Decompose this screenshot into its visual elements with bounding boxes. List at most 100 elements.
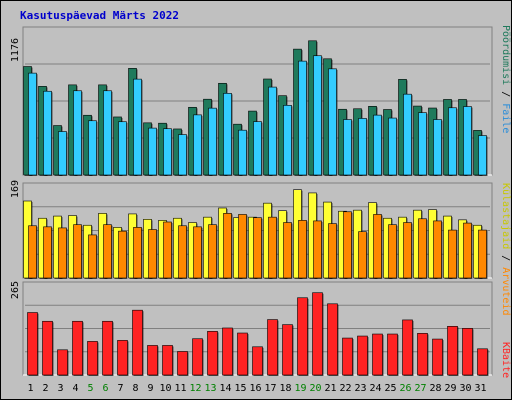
bar-faile-8 (133, 78, 142, 176)
bar-faile-17 (268, 86, 277, 176)
bar-arvuteid-24 (373, 214, 382, 279)
bar-faile-16 (253, 121, 262, 176)
hits-label: Külastajaid (500, 183, 511, 249)
x-tick-label-5: 5 (87, 383, 93, 394)
x-tick-label-31: 31 (474, 383, 486, 394)
bar-kbaite-9 (147, 345, 158, 376)
bar-kbaite-15 (237, 332, 248, 376)
bar-kbaite-18 (282, 324, 293, 376)
bar-faile-30 (463, 106, 472, 176)
x-tick-label-11: 11 (174, 383, 186, 394)
bar-faile-26 (403, 93, 412, 176)
bar-faile-29 (448, 107, 457, 176)
bar-arvuteid-29 (448, 229, 457, 279)
bar-kbaite-8 (132, 309, 143, 376)
bar-faile-6 (103, 90, 112, 176)
bar-kbaite-19 (297, 297, 308, 376)
bar-faile-28 (433, 119, 442, 176)
x-tick-label-30: 30 (459, 383, 471, 394)
bar-kbaite-4 (72, 320, 83, 376)
x-tick-label-3: 3 (57, 383, 63, 394)
right-label-bottom: KBaite (500, 342, 511, 378)
bar-arvuteid-25 (388, 224, 397, 279)
bar-faile-9 (148, 127, 157, 176)
x-tick-label-28: 28 (429, 383, 441, 394)
x-tick-label-29: 29 (444, 383, 456, 394)
right-label-middle: Külastajaid / Arvuteid (500, 183, 511, 315)
x-axis-labels: 1 2 3 4 5 6 7 8 9 10 11 12 13 14 15 16 17 18 19 20 21 22 23 24 2… (27, 383, 486, 394)
bar-kbaite-14 (222, 327, 233, 376)
bar-arvuteid-28 (433, 220, 442, 279)
bar-kbaite-20 (312, 292, 323, 376)
x-tick-label-2: 2 (42, 383, 48, 394)
bar-arvuteid-11 (178, 225, 187, 279)
bar-arvuteid-5 (88, 234, 97, 279)
bar-arvuteid-4 (73, 224, 82, 279)
bar-kbaite-6 (102, 320, 113, 376)
x-tick-label-14: 14 (219, 383, 231, 394)
separator-2: / (500, 249, 511, 267)
x-tick-label-19: 19 (294, 383, 306, 394)
bar-kbaite-10 (162, 345, 173, 376)
bar-arvuteid-14 (223, 213, 232, 279)
bar-faile-12 (193, 114, 202, 176)
bar-faile-13 (208, 107, 217, 176)
bar-arvuteid-7 (118, 230, 127, 279)
bar-arvuteid-15 (238, 214, 247, 279)
x-tick-label-15: 15 (234, 383, 246, 394)
bar-faile-2 (43, 90, 52, 176)
bar-kbaite-13 (207, 331, 218, 376)
bar-arvuteid-22 (343, 211, 352, 279)
x-tick-label-12: 12 (189, 383, 201, 394)
bar-kbaite-24 (372, 333, 383, 376)
x-tick-label-6: 6 (102, 383, 108, 394)
x-tick-label-20: 20 (309, 383, 321, 394)
x-tick-label-10: 10 (159, 383, 171, 394)
bar-faile-4 (73, 90, 82, 176)
visits-label: Arvuteid (500, 267, 511, 315)
bar-kbaite-17 (267, 319, 278, 376)
x-tick-label-24: 24 (369, 383, 381, 394)
bar-arvuteid-10 (163, 221, 172, 279)
bar-faile-31 (478, 135, 487, 176)
bar-faile-14 (223, 93, 232, 176)
bar-kbaite-2 (42, 320, 53, 376)
bar-faile-5 (88, 120, 97, 176)
bar-kbaite-31 (477, 348, 488, 376)
bar-kbaite-5 (87, 341, 98, 376)
bar-kbaite-7 (117, 340, 128, 376)
bar-arvuteid-16 (253, 217, 262, 279)
bars-group (23, 40, 489, 376)
panels-group (22, 26, 493, 376)
bar-faile-11 (178, 134, 187, 176)
bar-kbaite-21 (327, 303, 338, 376)
bar-faile-24 (373, 114, 382, 176)
bar-faile-10 (163, 128, 172, 176)
right-label-top: Pöördumisi / Faile (500, 25, 511, 133)
pages-label: Pöördumisi (500, 25, 511, 85)
bar-faile-20 (313, 55, 322, 176)
x-tick-label-17: 17 (264, 383, 276, 394)
bar-arvuteid-3 (58, 227, 67, 279)
chart-title: Kasutuspäevad Märts 2022 (20, 9, 179, 22)
bar-faile-22 (343, 119, 352, 176)
bar-arvuteid-20 (313, 220, 322, 279)
bar-faile-7 (118, 121, 127, 176)
bar-arvuteid-27 (418, 218, 427, 279)
bar-faile-1 (28, 72, 37, 176)
bar-kbaite-16 (252, 346, 263, 376)
bar-faile-25 (388, 117, 397, 176)
bar-kbaite-26 (402, 319, 413, 376)
top-panel-max-label: 1176 (10, 38, 21, 62)
x-tick-label-27: 27 (414, 383, 426, 394)
bar-kbaite-25 (387, 333, 398, 376)
bar-arvuteid-13 (208, 224, 217, 279)
x-tick-label-22: 22 (339, 383, 351, 394)
x-tick-label-23: 23 (354, 383, 366, 394)
x-tick-label-16: 16 (249, 383, 261, 394)
bar-arvuteid-9 (148, 229, 157, 279)
bar-kbaite-22 (342, 337, 353, 376)
bar-kbaite-3 (57, 349, 68, 376)
bar-faile-3 (58, 131, 67, 176)
